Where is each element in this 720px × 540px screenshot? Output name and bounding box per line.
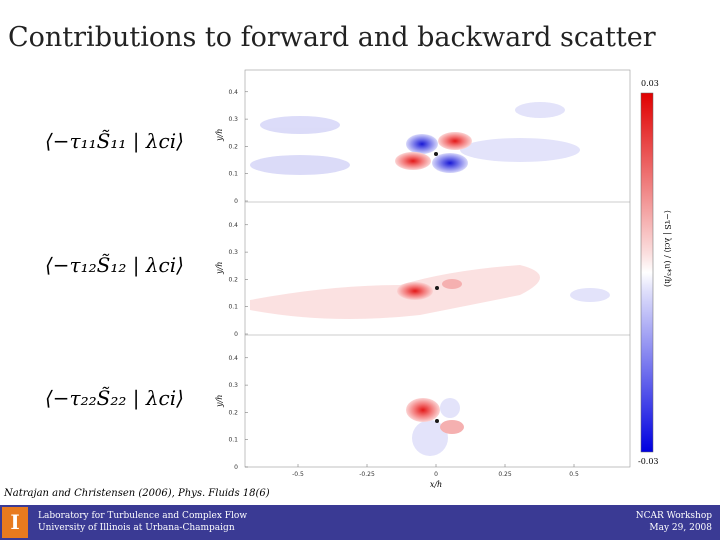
y-tick-label: 0 bbox=[234, 331, 238, 338]
colorbar-max: 0.03 bbox=[641, 79, 659, 88]
footer-event: NCAR Workshop bbox=[636, 511, 713, 521]
equation: ⟨−τ₂₂S̃₂₂ | λci⟩ bbox=[45, 386, 184, 411]
logo bbox=[2, 507, 28, 538]
y-tick-label: 0.1 bbox=[228, 171, 238, 178]
x-tick-label: 0.25 bbox=[498, 471, 512, 478]
y-axis-label: y/h bbox=[215, 262, 224, 275]
y-tick-label: 0.3 bbox=[228, 382, 238, 389]
y-tick-label: 0.1 bbox=[228, 437, 238, 444]
y-tick-label: 0.3 bbox=[228, 116, 238, 123]
footer-bar bbox=[0, 505, 720, 540]
y-tick-label: 0.4 bbox=[228, 89, 238, 96]
y-tick-label: 0 bbox=[234, 464, 238, 471]
y-tick-label: 0.4 bbox=[228, 222, 238, 229]
slide-title: Contributions to forward and backward sc… bbox=[8, 22, 656, 53]
y-tick-label: 0 bbox=[234, 198, 238, 205]
x-tick-label: -0.5 bbox=[292, 471, 304, 478]
y-tick-label: 0.4 bbox=[228, 355, 238, 362]
colorbar-min: -0.03 bbox=[638, 457, 659, 466]
x-axis-label: x/h bbox=[430, 480, 442, 489]
citation: Natrajan and Christensen (2006), Phys. F… bbox=[3, 488, 270, 499]
colorbar bbox=[640, 92, 654, 453]
equation: ⟨−τ₁₂S̃₁₂ | λci⟩ bbox=[45, 253, 184, 278]
equation: ⟨−τ₁₁S̃₁₁ | λci⟩ bbox=[45, 129, 184, 154]
footer-lab: Laboratory for Turbulence and Complex Fl… bbox=[38, 511, 247, 521]
y-tick-label: 0.2 bbox=[228, 276, 238, 283]
plot-panels bbox=[244, 69, 631, 468]
logo-text: I bbox=[10, 510, 19, 534]
x-tick-label: 0.5 bbox=[569, 471, 579, 478]
y-tick-label: 0.3 bbox=[228, 249, 238, 256]
y-axis-label: y/h bbox=[215, 395, 224, 408]
x-tick-label: 0 bbox=[434, 471, 438, 478]
y-tick-label: 0.2 bbox=[228, 409, 238, 416]
footer-date: May 29, 2008 bbox=[649, 523, 712, 533]
y-axis-label: y/h bbox=[215, 129, 224, 142]
footer-university: University of Illinois at Urbana-Champai… bbox=[38, 523, 235, 533]
colorbar-label: ⟨−τS | λci⟩ / (u*³/h) bbox=[663, 210, 672, 287]
y-tick-label: 0.2 bbox=[228, 143, 238, 150]
x-tick-label: -0.25 bbox=[359, 471, 375, 478]
y-tick-label: 0.1 bbox=[228, 304, 238, 311]
